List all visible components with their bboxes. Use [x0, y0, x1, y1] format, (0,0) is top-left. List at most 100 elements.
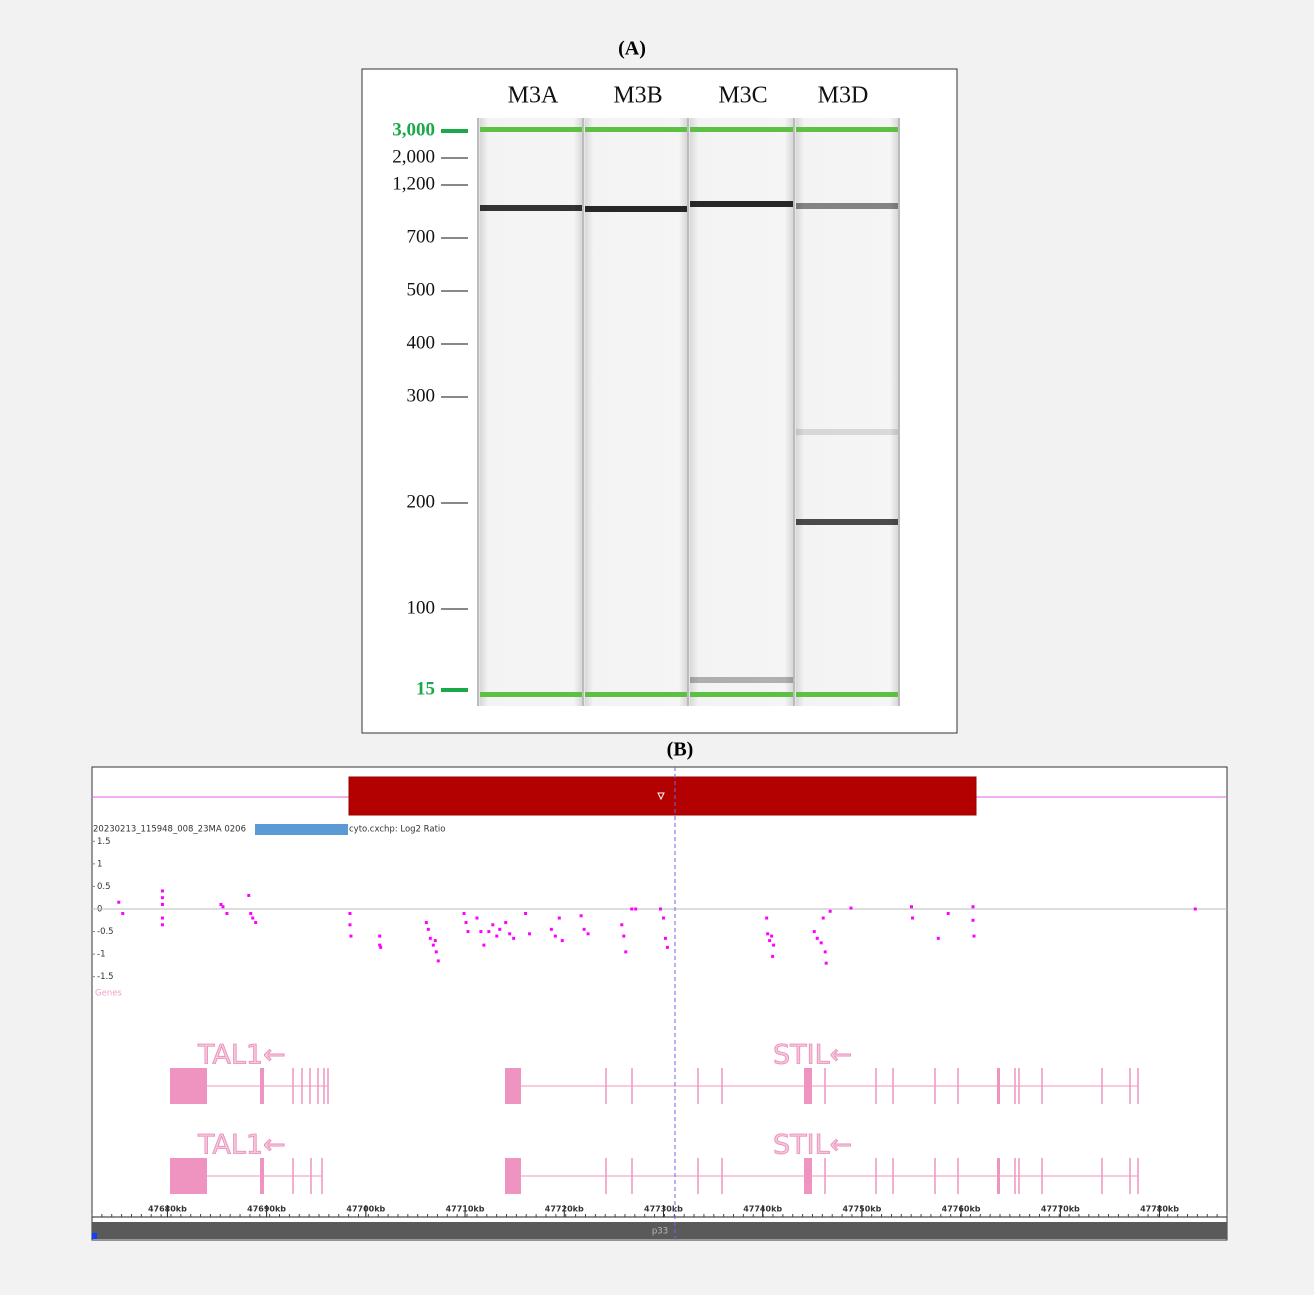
point [432, 944, 435, 947]
x-tick-label: 47780kb [1140, 1205, 1179, 1214]
ladder-label: 200 [407, 491, 436, 512]
marker-band [480, 692, 582, 697]
x-tick-label: 47740kb [743, 1205, 782, 1214]
point [508, 932, 511, 935]
gene-label: TAL1← [197, 1130, 286, 1161]
point [528, 932, 531, 935]
point [770, 935, 773, 938]
point [561, 939, 564, 942]
point [622, 935, 625, 938]
point [117, 901, 120, 904]
ladder-label: 700 [407, 226, 436, 247]
point [434, 939, 437, 942]
y-tick-label: -0.5 [97, 927, 114, 937]
point [580, 914, 583, 917]
point [348, 912, 351, 915]
point [467, 930, 470, 933]
exon [260, 1158, 264, 1194]
band [796, 519, 898, 525]
point [378, 935, 381, 938]
point [463, 912, 466, 915]
point [429, 937, 432, 940]
point [550, 928, 553, 931]
exon [260, 1068, 264, 1104]
point [437, 959, 440, 962]
gene-label: STIL← [773, 1040, 852, 1071]
point [512, 937, 515, 940]
point [121, 912, 124, 915]
point [666, 946, 669, 949]
marker-band [796, 127, 898, 132]
point [911, 917, 914, 920]
band [690, 201, 793, 207]
point [348, 923, 351, 926]
marker-band [585, 127, 687, 132]
lane-label: M3C [718, 83, 767, 109]
cytoband-marker [92, 1233, 97, 1239]
point [465, 921, 468, 924]
marker-band [690, 127, 793, 132]
point [479, 930, 482, 933]
point [937, 937, 940, 940]
track-name: cyto.cxchp: Log2 Ratio [349, 825, 445, 835]
lane-label: M3A [508, 83, 559, 109]
point [487, 930, 490, 933]
point [495, 935, 498, 938]
point [973, 935, 976, 938]
point [161, 923, 164, 926]
point [624, 950, 627, 953]
ladder-label: 300 [407, 385, 436, 406]
gene-label: STIL← [773, 1130, 852, 1161]
exon [505, 1068, 521, 1104]
exon [505, 1158, 521, 1194]
point [498, 928, 501, 931]
point [587, 932, 590, 935]
point [765, 917, 768, 920]
point [254, 921, 257, 924]
point [558, 917, 561, 920]
band [690, 677, 793, 683]
point [849, 907, 852, 910]
point [435, 950, 438, 953]
x-tick-label: 47710kb [446, 1205, 485, 1214]
exon [170, 1158, 207, 1194]
point [766, 932, 769, 935]
exon [170, 1068, 207, 1104]
point [824, 950, 827, 953]
point [225, 912, 228, 915]
point [829, 910, 832, 913]
point [972, 919, 975, 922]
point [349, 935, 352, 938]
ladder-label: 1,200 [392, 173, 435, 194]
point [161, 903, 164, 906]
point [662, 917, 665, 920]
x-tick-label: 47760kb [942, 1205, 981, 1214]
point [664, 937, 667, 940]
y-tick-label: 0.5 [97, 882, 111, 892]
ladder-label: 2,000 [392, 146, 435, 167]
y-tick-label: -1 [97, 950, 105, 960]
point [825, 962, 828, 965]
ladder-label: 400 [407, 332, 436, 353]
x-tick-label: 47690kb [247, 1205, 286, 1214]
x-tick-label: 47750kb [842, 1205, 881, 1214]
point [659, 908, 662, 911]
marker-band [796, 692, 898, 697]
lane-label: M3D [818, 83, 869, 109]
point [772, 944, 775, 947]
point [491, 923, 494, 926]
band [796, 203, 898, 209]
y-tick-label: 1.5 [97, 837, 111, 847]
gene-label: TAL1← [197, 1040, 286, 1071]
point [771, 955, 774, 958]
point [425, 921, 428, 924]
band [796, 429, 898, 435]
point [947, 912, 950, 915]
point [427, 928, 430, 931]
point [161, 896, 164, 899]
exon [997, 1158, 1000, 1194]
exon [997, 1068, 1000, 1104]
point [630, 908, 633, 911]
point [251, 917, 254, 920]
band [585, 206, 687, 212]
